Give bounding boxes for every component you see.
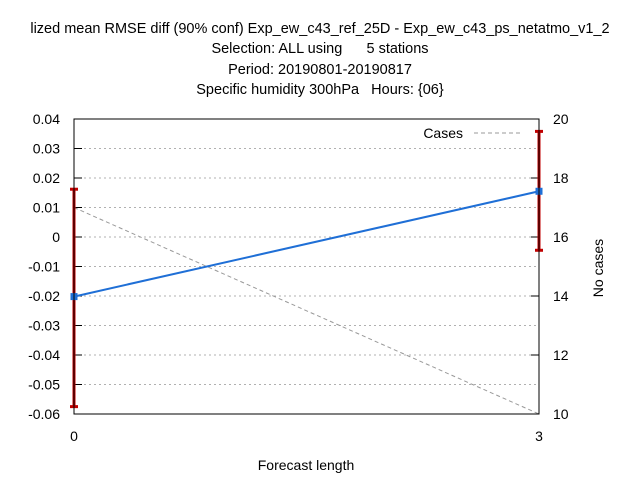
legend-label-cases: Cases: [423, 125, 463, 141]
x-axis-label: Forecast length: [258, 457, 355, 473]
y-tick-label: 0.01: [33, 200, 60, 216]
chart-title-line-1: lized mean RMSE diff (90% conf) Exp_ew_c…: [30, 21, 610, 37]
y2-tick-label: 10: [553, 406, 569, 422]
y-axis-ticks: 0.04 0.03 0.02 0.01 0 -0.01 -0.02 -0.03 -0.04 -0.…: [28, 111, 82, 422]
y-tick-label: -0.06: [28, 406, 60, 422]
chart-title-line-2: Selection: ALL using 5 stations: [211, 41, 429, 57]
y2-tick-label: 20: [553, 111, 569, 127]
y2-axis-label: No cases: [590, 239, 606, 297]
x-tick-label: 3: [535, 428, 543, 444]
y-tick-label: 0.02: [33, 170, 60, 186]
y2-tick-label: 12: [553, 347, 569, 363]
y2-tick-label: 16: [553, 229, 569, 245]
legend: Cases: [423, 125, 522, 141]
chart-title-line-3: Period: 20190801-20190817: [228, 62, 412, 78]
rmse-diff-series-line: [73, 190, 540, 298]
x-tick-label: 0: [70, 428, 78, 444]
y-tick-label: 0.04: [33, 111, 60, 127]
y-tick-label: 0: [52, 229, 60, 245]
plot-frame: [73, 118, 540, 415]
y-tick-label: -0.05: [28, 377, 60, 393]
y-tick-label: -0.02: [28, 288, 60, 304]
cases-series-line: [73, 207, 540, 415]
y-tick-label: 0.03: [33, 141, 60, 157]
series-layer: [70, 129, 543, 415]
y2-axis-ticks: 20 18 16 14 12 10: [531, 111, 569, 422]
y2-tick-label: 14: [553, 288, 569, 304]
grid-lines: [74, 148, 539, 385]
y-tick-label: -0.01: [28, 259, 60, 275]
y2-tick-label: 18: [553, 170, 569, 186]
chart-title-line-4: Specific humidity 300hPa Hours: {06}: [196, 82, 444, 98]
y-tick-label: -0.04: [28, 347, 60, 363]
y-tick-label: -0.03: [28, 318, 60, 334]
